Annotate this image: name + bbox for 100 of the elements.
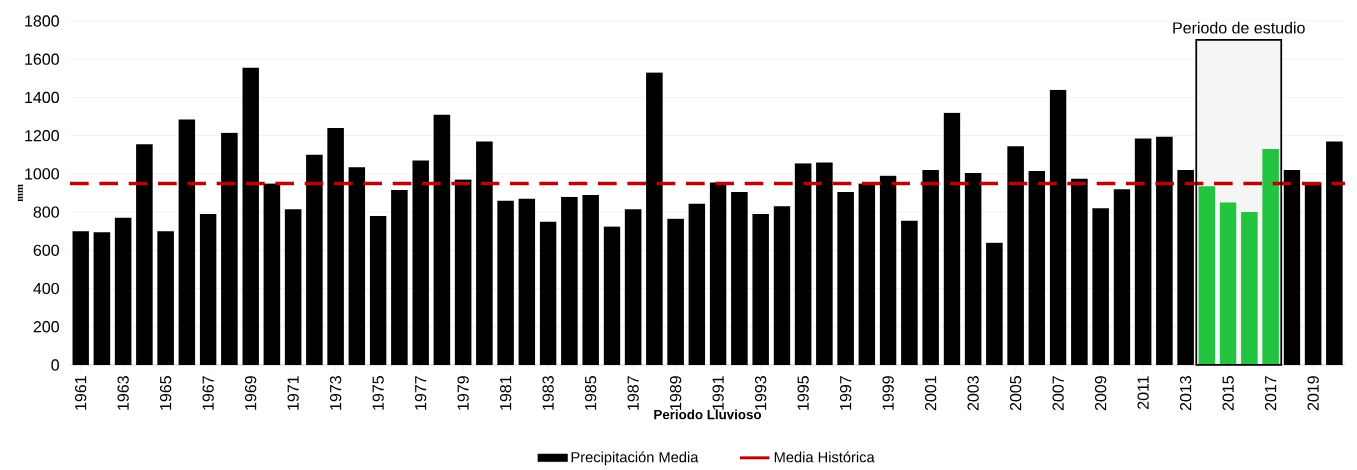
bar	[93, 232, 111, 365]
bar	[391, 190, 408, 365]
bar	[624, 209, 642, 365]
x-tick-label: 2001	[924, 376, 937, 411]
x-tick-label: 1993	[754, 376, 767, 410]
x-tick-label: 1985	[584, 376, 597, 410]
bar	[1304, 182, 1322, 365]
y-tick-label: 200	[33, 321, 59, 333]
x-tick-label: 1977	[414, 376, 427, 410]
bar	[199, 214, 217, 365]
bar	[603, 226, 621, 365]
bar	[221, 132, 238, 365]
bar	[306, 154, 323, 365]
y-tick-label: 1600	[25, 53, 59, 65]
bar	[879, 175, 897, 365]
x-tick-label: 2011	[1137, 376, 1149, 409]
x-tick-label: 1997	[839, 376, 852, 410]
x-tick-label: 1965	[159, 376, 172, 410]
bar	[709, 182, 727, 365]
bar	[1007, 146, 1024, 365]
x-tick-label: 2019	[1307, 376, 1319, 411]
bar	[1262, 149, 1279, 365]
x-tick-label: 2015	[1222, 376, 1234, 411]
bar	[752, 214, 769, 365]
x-tick-label: 1981	[499, 376, 512, 410]
y-tick-label: 600	[33, 244, 59, 256]
x-tick-label: 1999	[882, 376, 894, 410]
bar	[348, 167, 366, 365]
y-tick-label: 0	[51, 359, 59, 371]
bar	[964, 172, 982, 365]
band-label: Periodo de estudio	[1173, 21, 1305, 34]
x-tick-label: 1979	[457, 376, 469, 410]
bar	[327, 128, 344, 365]
legend-label: Precipitación Media	[571, 451, 699, 466]
legend-label: Media Histórica	[774, 451, 875, 463]
bar	[731, 192, 748, 365]
bar	[497, 200, 514, 365]
y-tick-label: 1400	[25, 91, 59, 104]
bar	[561, 196, 578, 365]
bar	[1028, 171, 1046, 365]
x-tick-label: 2005	[1009, 376, 1022, 411]
bar	[667, 218, 684, 365]
bar	[943, 112, 961, 365]
bar	[476, 141, 493, 365]
x-tick-label: 2013	[1179, 376, 1192, 411]
bar	[178, 119, 196, 365]
x-tick-label: 1995	[797, 376, 809, 410]
x-tick-label: 1963	[117, 376, 129, 410]
x-tick-label: 1987	[627, 376, 639, 410]
bar	[582, 194, 599, 365]
x-tick-label: 2009	[1094, 376, 1107, 411]
bar	[646, 72, 663, 365]
bar	[773, 206, 791, 365]
y-tick-label: 1000	[25, 168, 59, 180]
bar	[454, 179, 472, 365]
y-axis-title: mm	[17, 184, 23, 202]
bar	[922, 170, 939, 365]
x-tick-label: 1969	[244, 376, 257, 410]
bar	[1156, 136, 1173, 365]
x-tick-label: 1975	[372, 376, 384, 410]
bar	[901, 220, 918, 365]
y-tick-label: 1200	[25, 130, 59, 142]
bar	[114, 217, 132, 365]
bar	[284, 209, 302, 365]
bar	[1134, 138, 1152, 365]
bar	[263, 183, 281, 365]
bar	[986, 242, 1003, 365]
x-tick-label: 1961	[74, 376, 87, 410]
x-tick-label: 2017	[1264, 376, 1277, 411]
bar	[837, 192, 854, 365]
bar	[1049, 89, 1067, 365]
y-tick-label: 400	[33, 282, 59, 295]
bar	[688, 203, 706, 365]
bar	[1219, 202, 1237, 365]
x-tick-label: 1967	[202, 376, 214, 410]
bar	[1326, 141, 1343, 365]
bar	[518, 198, 536, 365]
x-tick-label: 2007	[1052, 376, 1064, 411]
bar	[242, 67, 259, 365]
bar	[1198, 186, 1216, 365]
bar	[794, 163, 812, 365]
x-tick-label: 1983	[542, 376, 554, 410]
y-tick-label: 800	[33, 206, 59, 218]
bar	[1071, 178, 1088, 365]
bar	[72, 231, 89, 365]
bar	[816, 162, 833, 365]
y-tick-label: 1800	[25, 15, 59, 27]
bar	[1113, 189, 1131, 365]
bar	[539, 221, 557, 365]
bar	[412, 160, 429, 365]
x-axis-title: Periodo Lluvioso	[654, 409, 762, 420]
x-tick-label: 1991	[712, 376, 724, 410]
bar	[1092, 208, 1109, 365]
bar	[1283, 170, 1301, 365]
bar	[136, 144, 153, 365]
x-tick-label: 1989	[669, 376, 682, 410]
bar	[1241, 212, 1258, 365]
bar	[433, 114, 451, 365]
x-tick-label: 1973	[329, 376, 342, 410]
bar	[157, 231, 174, 365]
